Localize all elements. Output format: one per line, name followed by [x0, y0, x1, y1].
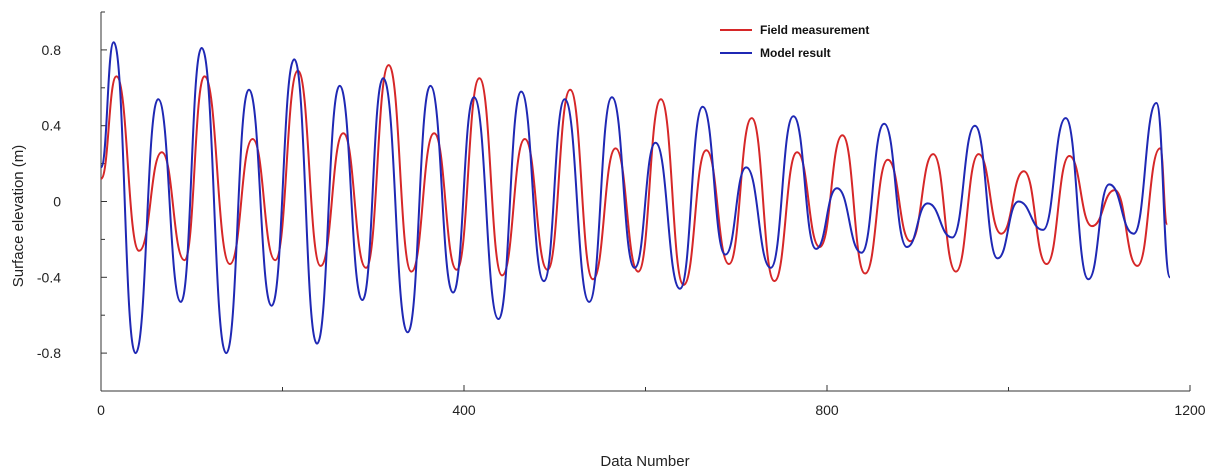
- x-tick-label: 800: [815, 402, 839, 418]
- x-tick-label: 400: [452, 402, 476, 418]
- legend-label-model-result: Model result: [760, 46, 831, 60]
- y-tick-label: 0.8: [42, 42, 62, 58]
- x-tick-label: 0: [97, 402, 105, 418]
- series-layer: [100, 41, 1171, 355]
- y-tick-label: 0.4: [42, 118, 62, 134]
- x-tick-label: 1200: [1174, 402, 1205, 418]
- series-line-model-result: [100, 41, 1171, 355]
- y-axis-title: Surface elevation (m): [10, 145, 27, 288]
- axes: 0.8 0.4 0 -0.4 -0.8 0 400 800 1200: [37, 11, 1206, 418]
- x-axis-title: Data Number: [600, 453, 689, 470]
- y-tick-label: -0.4: [37, 269, 61, 285]
- y-tick-label: -0.8: [37, 345, 61, 361]
- series-line-field-measurement: [100, 64, 1169, 286]
- y-tick-label: 0: [53, 194, 61, 210]
- legend: Field measurement Model result: [720, 23, 869, 60]
- legend-label-field-measurement: Field measurement: [760, 23, 869, 37]
